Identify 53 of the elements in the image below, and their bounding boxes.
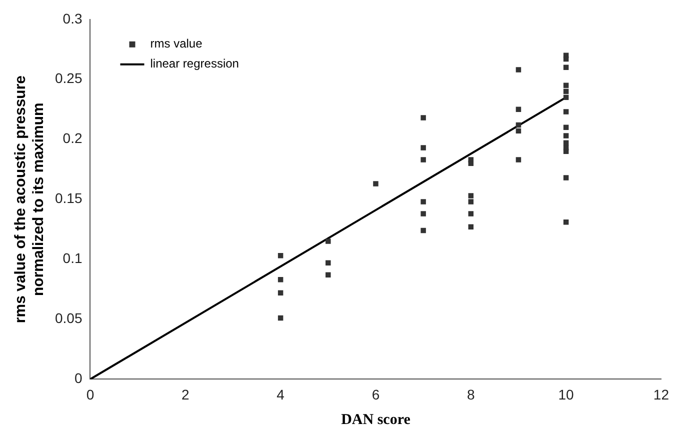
point [278,315,284,321]
point [420,211,426,216]
point [516,122,522,128]
point [563,175,569,180]
y-tick-label: 0 [74,370,82,386]
point [468,211,474,216]
point [278,253,284,258]
point [468,193,474,198]
x-tick-label: 0 [86,386,94,402]
x-axis-title: DAN score [341,412,411,428]
point [468,160,474,166]
point [420,228,426,234]
point [563,133,569,138]
point [563,94,569,100]
y-tick-label: 0.15 [55,190,82,206]
x-tick-label: 12 [653,386,670,402]
x-tick-label: 6 [372,386,380,402]
legend-label: rms value [150,36,203,51]
point [420,199,426,204]
x-tick-label: 8 [466,386,475,402]
point [516,106,522,112]
y-tick-label: 0.25 [55,70,82,86]
point [420,157,426,162]
legend-label: linear regression [150,56,239,71]
point [563,82,569,88]
y-tick-label: 0.1 [62,250,82,266]
point [326,260,331,266]
y-tick-label: 0.2 [62,130,82,146]
point [420,145,426,150]
point [563,88,569,94]
y-axis-title: rms value of the acoustic pressure normalized to its maximum [12,75,48,324]
point [516,67,522,72]
y-tick-label: 0.3 [62,10,82,26]
point [278,290,284,296]
point [373,181,378,186]
point [278,277,284,282]
point [516,157,522,162]
point [468,199,474,204]
point [563,148,569,154]
point [563,64,569,70]
x-tick-label: 2 [182,386,190,402]
y-tick-label: 0.05 [55,310,82,326]
x-tick-label: 4 [276,386,285,402]
point [326,272,331,278]
point [563,109,569,114]
point [516,128,522,134]
point [563,56,569,62]
point [563,124,569,130]
point [326,238,331,244]
point [563,219,569,225]
point [420,115,426,120]
point [468,224,474,230]
x-tick-label: 10 [558,386,574,402]
